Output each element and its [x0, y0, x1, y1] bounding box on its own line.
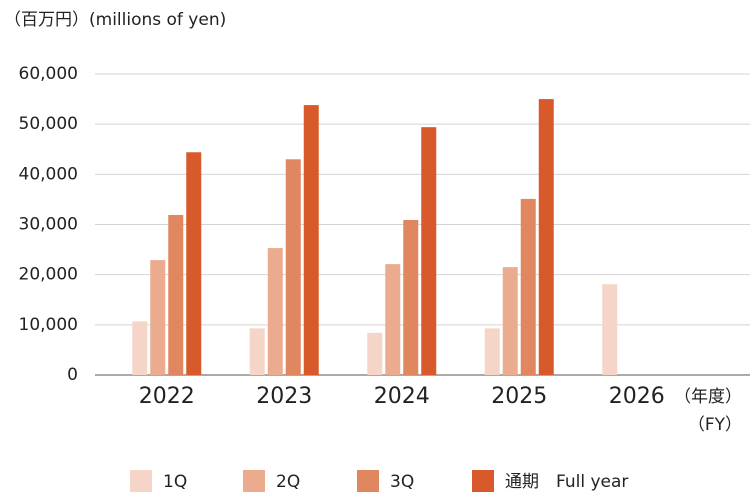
- bar: [602, 284, 618, 375]
- bar: [267, 248, 283, 375]
- x-tick-label: 2025: [491, 384, 547, 409]
- bar: [538, 99, 554, 375]
- bar: [385, 264, 401, 375]
- bar: [367, 332, 383, 375]
- bar: [520, 198, 536, 375]
- x-tick-label: 2026: [609, 384, 665, 409]
- x-tick-label: 2024: [374, 384, 430, 409]
- bar: [168, 214, 184, 375]
- y-tick-label: 20,000: [19, 265, 78, 285]
- y-tick-label: 60,000: [19, 64, 78, 84]
- bar: [303, 105, 319, 375]
- bar: [132, 321, 148, 375]
- legend-label: 通期 Full year: [505, 472, 628, 492]
- bar: [285, 159, 301, 375]
- y-tick-label: 30,000: [19, 215, 78, 235]
- legend-swatch: [243, 470, 265, 492]
- x-axis-unit-en: （FY）: [688, 415, 742, 435]
- bar: [403, 219, 419, 375]
- bar: [484, 328, 500, 375]
- legend-label: 1Q: [163, 472, 187, 492]
- x-tick-label: 2022: [139, 384, 195, 409]
- y-tick-label: 40,000: [19, 164, 78, 184]
- bar: [502, 267, 518, 375]
- legend-label: 3Q: [390, 472, 414, 492]
- y-axis-title: （百万円）(millions of yen): [4, 10, 226, 30]
- legend-swatch: [130, 470, 152, 492]
- y-tick-label: 50,000: [19, 114, 78, 134]
- legend-label: 2Q: [276, 472, 300, 492]
- x-axis-unit: （年度）: [674, 387, 742, 407]
- y-tick-label: 10,000: [19, 315, 78, 335]
- bar: [249, 328, 265, 375]
- x-tick-label: 2023: [256, 384, 312, 409]
- legend-swatch: [472, 470, 494, 492]
- y-tick-label: 0: [67, 365, 78, 385]
- legend-swatch: [357, 470, 379, 492]
- bar: [421, 127, 437, 375]
- bar: [150, 260, 166, 375]
- bar: [186, 152, 202, 375]
